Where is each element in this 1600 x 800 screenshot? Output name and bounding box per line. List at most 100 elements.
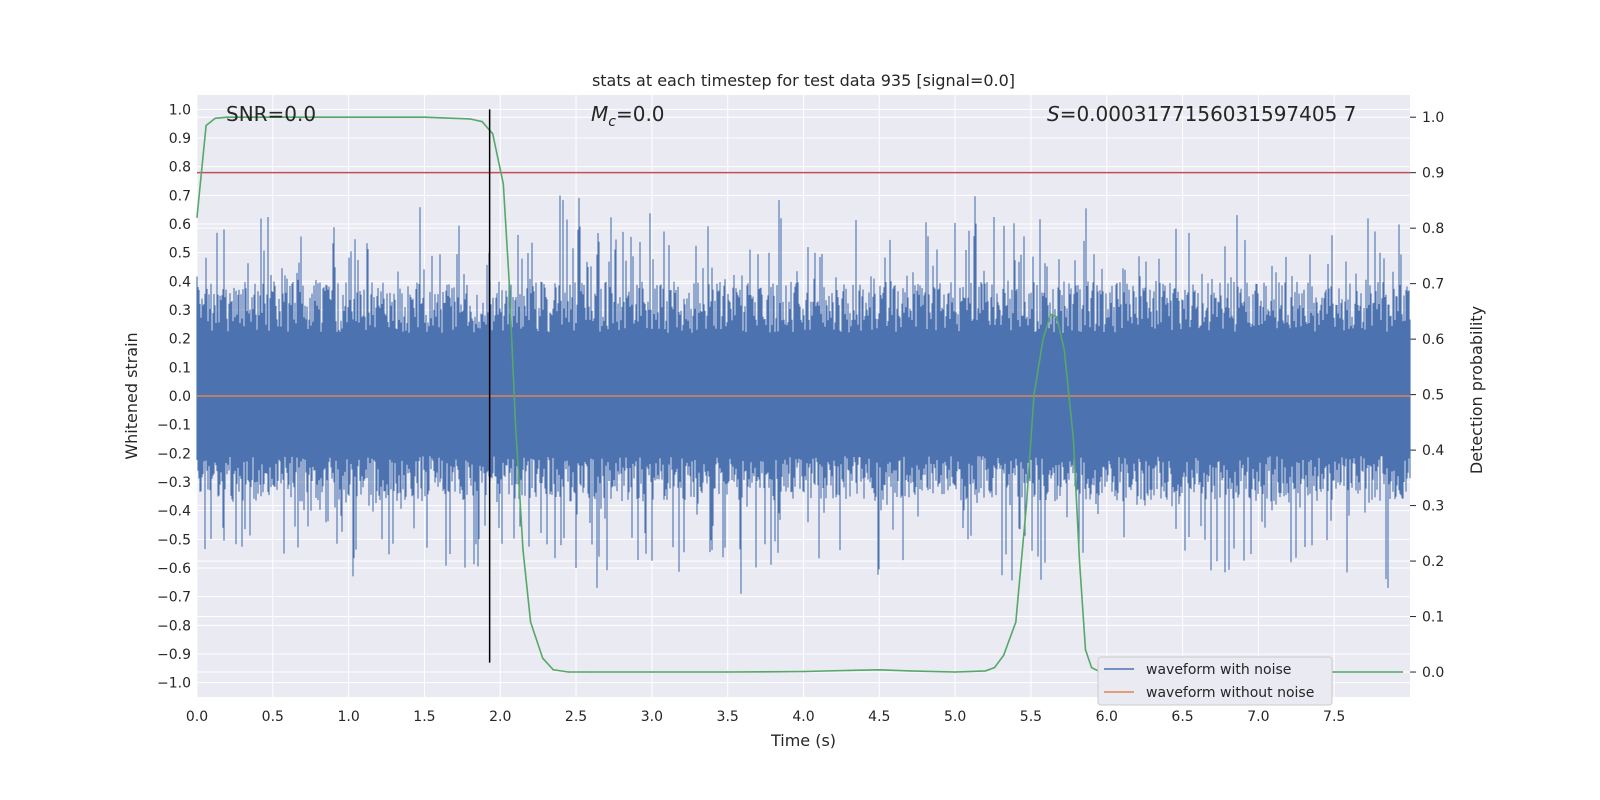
detection-probability-point bbox=[1090, 666, 1093, 669]
detection-probability-point bbox=[984, 670, 987, 672]
y2-tick-label: 0.5 bbox=[1422, 388, 1444, 404]
x-tick-label: 4.5 bbox=[868, 709, 890, 725]
x-axis-label: Time (s) bbox=[770, 731, 836, 750]
detection-probability-point bbox=[1042, 338, 1044, 340]
s-symbol: S bbox=[1047, 102, 1060, 126]
y-tick-label: −0.7 bbox=[157, 590, 191, 606]
detection-probability-point bbox=[954, 671, 956, 673]
detection-probability-point bbox=[1084, 649, 1087, 651]
y2-tick-label: 1.0 bbox=[1422, 110, 1444, 126]
detection-probability-point bbox=[502, 183, 505, 185]
y-tick-label: 0.9 bbox=[169, 131, 191, 147]
x-tick-label: 6.0 bbox=[1096, 709, 1118, 725]
y2-tick-label: 0.9 bbox=[1422, 166, 1444, 182]
detection-probability-point bbox=[423, 116, 426, 118]
snr-annotation: SNR=0.0 bbox=[226, 102, 316, 126]
detection-probability-point bbox=[726, 671, 729, 673]
detection-probability-point bbox=[567, 671, 570, 673]
y-tick-label: 0.6 bbox=[169, 217, 191, 233]
y-tick-label: −0.2 bbox=[157, 446, 191, 462]
x-tick-label: 3.0 bbox=[641, 709, 663, 725]
x-tick-label: 2.5 bbox=[565, 709, 587, 725]
legend: waveform with noise waveform without noi… bbox=[1097, 656, 1333, 706]
y2-tick-label: 0.1 bbox=[1422, 610, 1444, 626]
detection-probability-point bbox=[514, 421, 517, 424]
y-tick-label: −0.1 bbox=[157, 418, 191, 434]
detection-probability-point bbox=[651, 671, 653, 673]
x-tick-label: 1.0 bbox=[337, 709, 359, 725]
y2-axis-label: Detection probability bbox=[1467, 306, 1486, 474]
y-tick-label: 0.5 bbox=[169, 246, 191, 262]
y-tick-label: 0.2 bbox=[169, 332, 191, 348]
detection-probability-point bbox=[590, 671, 592, 673]
detection-probability-point bbox=[205, 124, 207, 127]
x-tick-label: 3.5 bbox=[717, 709, 739, 725]
detection-probability-point bbox=[1333, 671, 1335, 673]
detection-probability-point bbox=[1078, 560, 1081, 562]
y-tick-label: −0.8 bbox=[157, 618, 191, 634]
x-tick-label: 1.5 bbox=[413, 709, 435, 725]
detection-probability-point bbox=[196, 216, 198, 218]
detection-probability-point bbox=[1055, 316, 1058, 318]
detection-probability-point bbox=[491, 133, 494, 135]
detection-probability-point bbox=[993, 666, 996, 669]
detection-probability-point bbox=[1049, 313, 1052, 316]
s-annotation: S=0.0003177156031597405 7 bbox=[1047, 102, 1356, 126]
detection-probability-point bbox=[802, 670, 805, 673]
y-tick-label: −0.6 bbox=[157, 561, 191, 577]
detection-probability-point bbox=[878, 669, 881, 671]
y2-axis-ticks: 0.0 0.1 0.2 0.3 0.4 0.5 0.6 0.7 0.8 0.9 1.0 bbox=[1410, 110, 1444, 681]
detection-probability-point bbox=[1401, 671, 1404, 673]
detection-probability-point bbox=[848, 669, 850, 672]
x-tick-label: 2.0 bbox=[489, 709, 511, 725]
y-tick-label: 0.7 bbox=[169, 188, 191, 204]
y-tick-label: 0.3 bbox=[169, 303, 191, 319]
y-tick-label: 0.8 bbox=[169, 160, 191, 176]
detection-probability-point bbox=[1072, 438, 1075, 440]
y2-tick-label: 0.6 bbox=[1422, 332, 1444, 348]
y-tick-label: 0.1 bbox=[169, 360, 191, 376]
x-tick-label: 5.0 bbox=[944, 709, 966, 725]
y2-tick-label: 0.3 bbox=[1422, 499, 1444, 515]
mc-subscript: c bbox=[608, 114, 616, 130]
x-tick-label: 7.0 bbox=[1247, 709, 1269, 725]
x-tick-label: 5.5 bbox=[1020, 709, 1042, 725]
y-tick-label: −0.3 bbox=[157, 475, 191, 491]
y-tick-label: −0.4 bbox=[157, 504, 191, 520]
y2-tick-label: 0.7 bbox=[1422, 277, 1444, 293]
y2-tick-label: 0.4 bbox=[1422, 443, 1444, 459]
y-tick-label: 0.4 bbox=[169, 274, 191, 290]
detection-probability-point bbox=[552, 669, 555, 671]
mc-annotation: Mc=0.0 bbox=[591, 102, 665, 130]
y-tick-label: 1.0 bbox=[169, 102, 191, 118]
detection-probability-point bbox=[1002, 654, 1005, 657]
detection-probability-point bbox=[214, 117, 216, 120]
mc-symbol: M bbox=[591, 102, 608, 126]
detection-probability-point bbox=[226, 116, 229, 118]
detection-probability-point bbox=[272, 116, 274, 118]
y2-tick-label: 0.8 bbox=[1422, 221, 1444, 237]
y-tick-label: −0.9 bbox=[157, 647, 191, 663]
x-tick-label: 0.0 bbox=[186, 709, 208, 725]
legend-label-clean: waveform without noise bbox=[1146, 685, 1314, 701]
chart-title: stats at each timestep for test data 935… bbox=[592, 71, 1015, 90]
mc-value: =0.0 bbox=[616, 102, 665, 126]
y-axis-ticks: 1.0 0.9 0.8 0.7 0.6 0.5 0.4 0.3 0.2 0.1 0.0 −0.1 −0.… bbox=[157, 102, 191, 691]
y-tick-label: −0.5 bbox=[157, 532, 191, 548]
detection-probability-point bbox=[347, 116, 350, 118]
detection-probability-point bbox=[508, 282, 511, 285]
detection-probability-point bbox=[1033, 393, 1035, 396]
y2-tick-label: 0.2 bbox=[1422, 554, 1444, 570]
series-detection-probability bbox=[196, 116, 1403, 673]
detection-probability-point bbox=[908, 670, 911, 672]
detection-probability-point bbox=[1063, 349, 1066, 352]
y-tick-label: −1.0 bbox=[157, 676, 191, 692]
detection-probability-point bbox=[529, 621, 532, 623]
x-axis-ticks: 0.0 0.5 1.0 1.5 2.0 2.5 3.0 3.5 4.0 4.5 5.0 5.5 6.0 6… bbox=[186, 709, 1345, 725]
y-axis-label: Whitened strain bbox=[122, 332, 141, 459]
series-waveform-with-noise bbox=[196, 195, 1411, 594]
detection-probability-point bbox=[1015, 621, 1017, 623]
detection-probability-point bbox=[481, 120, 483, 123]
detection-probability-point bbox=[541, 657, 544, 659]
